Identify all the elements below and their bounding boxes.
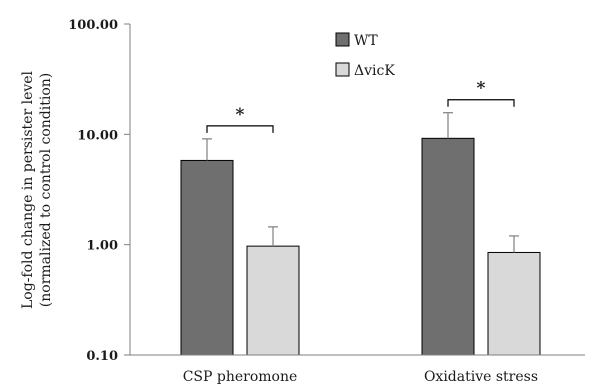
y-tick-label: 100.00 [68, 18, 118, 33]
legend: WT ΔvicK [335, 32, 395, 79]
y-axis-label-line: Log-fold change in persister level [20, 70, 36, 309]
category-label: CSP pheromone [183, 369, 298, 385]
legend-swatch [335, 32, 350, 47]
axes [129, 24, 585, 356]
significance-bracket [206, 125, 274, 133]
y-tick-label: 1.00 [86, 239, 118, 254]
bar [421, 137, 475, 356]
bar [487, 251, 541, 356]
legend-label: WT [354, 33, 378, 49]
significance-label: * [236, 105, 245, 125]
legend-label: ΔvicK [354, 63, 395, 79]
error-bars [202, 112, 519, 253]
y-axis-label-line: (normalized to control condition) [38, 73, 54, 307]
legend-swatch [335, 62, 350, 77]
y-axis-label: Log-fold change in persister level (norma… [20, 70, 54, 309]
bar [246, 245, 300, 356]
category-label: Oxidative stress [424, 369, 538, 385]
bars [180, 137, 541, 356]
significance-markers: ** [206, 79, 515, 133]
bar [180, 159, 234, 356]
y-tick-label: 0.10 [86, 349, 118, 364]
category-labels: CSP pheromone Oxidative stress [183, 369, 538, 385]
y-axis-title: Log-fold change in persister level (norma… [20, 70, 54, 309]
y-axis-ticks: 0.10 1.00 10.00 100.00 [68, 18, 130, 364]
significance-label: * [477, 79, 486, 99]
significance-bracket [447, 99, 515, 107]
y-tick-label: 10.00 [77, 128, 118, 143]
